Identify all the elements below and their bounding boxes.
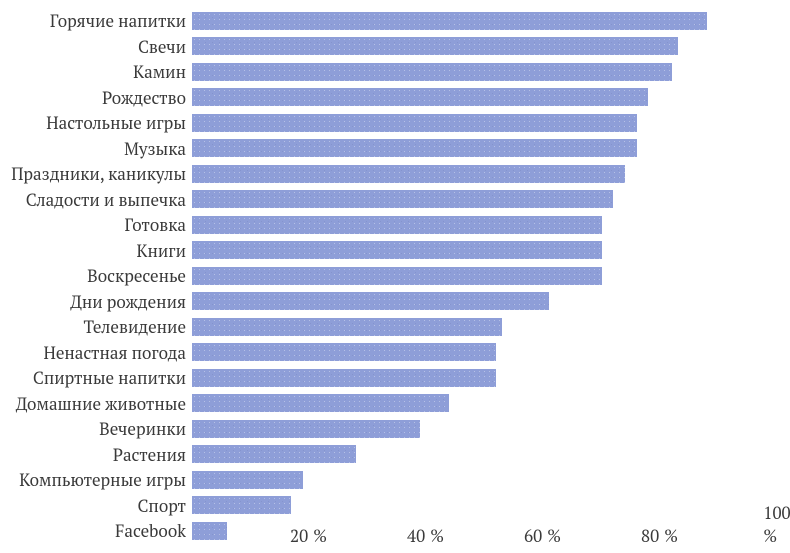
bar: [192, 369, 496, 387]
bar: [192, 420, 420, 438]
bar: [192, 190, 613, 208]
bar-row: [192, 314, 777, 340]
bar-row: [192, 110, 777, 136]
category-label: Растения: [113, 442, 186, 468]
bar: [192, 12, 707, 30]
bar: [192, 318, 502, 336]
bar-row: [192, 85, 777, 111]
bar: [192, 343, 496, 361]
x-tick: 100 %: [763, 501, 790, 547]
category-label: Компьютерные игры: [19, 467, 186, 493]
category-label: Дни рождения: [70, 289, 186, 315]
bar: [192, 496, 291, 514]
bar-row: [192, 467, 777, 493]
category-label: Телевидение: [84, 314, 187, 340]
category-label: Facebook: [115, 518, 186, 544]
category-label: Музыка: [124, 136, 186, 162]
bar-row: [192, 518, 777, 544]
bar-row: [192, 289, 777, 315]
x-tick: 80 %: [641, 524, 679, 547]
bar: [192, 63, 672, 81]
category-label: Спорт: [137, 493, 186, 519]
bar-row: [192, 161, 777, 187]
bar: [192, 267, 602, 285]
bar-row: [192, 340, 777, 366]
bar-row: [192, 212, 777, 238]
category-label: Ненастная погода: [43, 340, 186, 366]
bar-row: [192, 442, 777, 468]
bar-row: [192, 493, 777, 519]
category-label: Вечеринки: [99, 416, 186, 442]
category-label: Камин: [133, 59, 186, 85]
bar: [192, 37, 678, 55]
bar-row: [192, 391, 777, 417]
bar: [192, 471, 303, 489]
bar: [192, 394, 449, 412]
bar: [192, 445, 356, 463]
bar-row: [192, 8, 777, 34]
x-tick: 20 %: [290, 524, 328, 547]
hbar-chart: Горячие напиткиСвечиКаминРождествоНастол…: [0, 0, 790, 553]
category-label: Спиртные напитки: [33, 365, 186, 391]
category-label: Книги: [136, 238, 186, 264]
bar: [192, 292, 549, 310]
bar-row: [192, 416, 777, 442]
bar-row: [192, 263, 777, 289]
bar-row: [192, 365, 777, 391]
bar: [192, 139, 637, 157]
bar-row: [192, 136, 777, 162]
category-label: Праздники, каникулы: [11, 161, 186, 187]
bar-row: [192, 187, 777, 213]
bar-row: [192, 34, 777, 60]
bar-row: [192, 59, 777, 85]
bar: [192, 241, 602, 259]
category-label: Воскресенье: [87, 263, 186, 289]
bar: [192, 216, 602, 234]
bar: [192, 522, 227, 540]
plot-area: [192, 8, 777, 545]
bar-row: [192, 238, 777, 264]
x-tick: 40 %: [407, 524, 445, 547]
category-label: Готовка: [125, 212, 187, 238]
bar: [192, 88, 648, 106]
x-tick: 60 %: [524, 524, 562, 547]
bar: [192, 165, 625, 183]
category-label: Свечи: [138, 34, 186, 60]
bar: [192, 114, 637, 132]
category-label: Домашние животные: [16, 391, 186, 417]
category-label: Рождество: [102, 85, 186, 111]
category-label: Сладости и выпечка: [26, 187, 186, 213]
category-label: Настольные игры: [46, 110, 186, 136]
category-label: Горячие напитки: [50, 8, 186, 34]
